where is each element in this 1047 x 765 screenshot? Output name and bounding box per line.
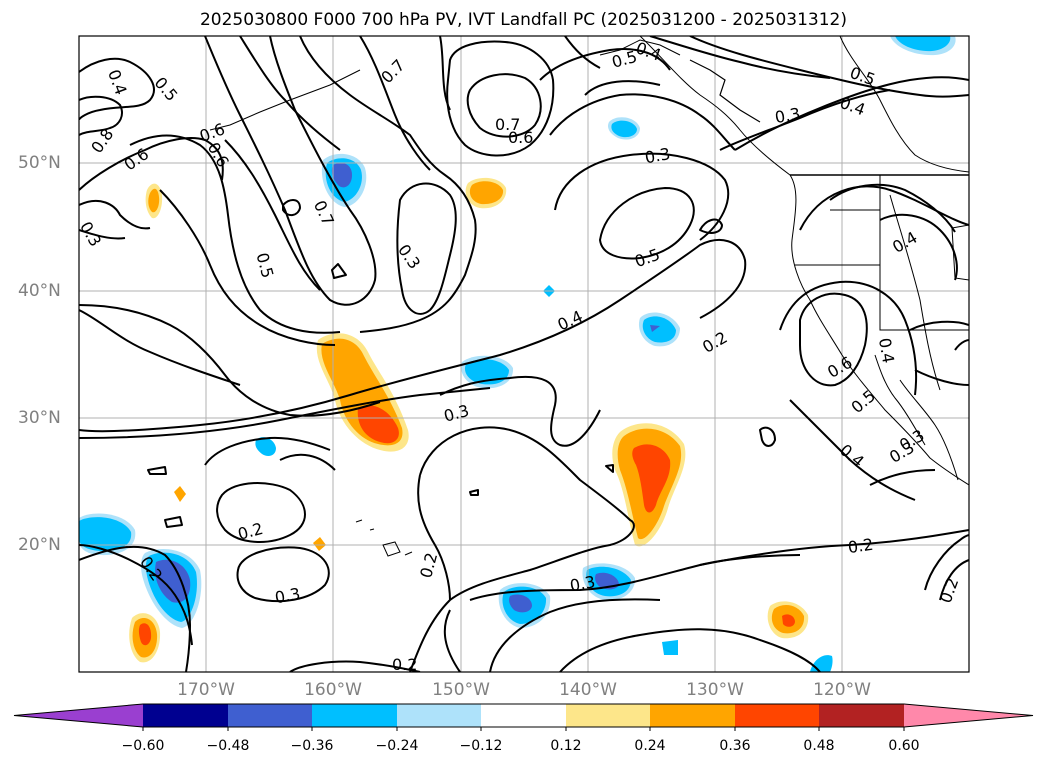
colorbar-segment (143, 704, 228, 727)
negative-anomaly (642, 316, 676, 343)
contour-label: 0.2 (392, 655, 417, 674)
positive-anomaly (357, 405, 399, 444)
contour-label: 0.2 (847, 535, 875, 557)
contour-label: 0.4 (875, 336, 898, 364)
colorbar-tick-label: −0.48 (206, 738, 250, 754)
lat-label: 50°N (18, 153, 61, 173)
pv-contours (79, 36, 969, 672)
contour-label: 0.3 (568, 572, 596, 595)
colorbar-tick-label: 0.48 (803, 738, 835, 754)
colorbar-extend-max (904, 704, 1033, 727)
positive-anomaly (632, 444, 671, 513)
negative-anomaly (662, 640, 678, 655)
positive-anomaly (174, 486, 186, 502)
colorbar-extend-min (14, 704, 143, 727)
lon-label: 120°W (813, 680, 871, 700)
colorbar-tick-label: 0.60 (888, 738, 920, 754)
lat-label: 40°N (18, 281, 61, 301)
positive-anomaly (469, 181, 504, 205)
lon-label: 130°W (686, 680, 744, 700)
negative-anomaly (611, 120, 637, 138)
colorbar-tick-label: −0.60 (121, 738, 165, 754)
lat-label: 30°N (18, 408, 61, 428)
positive-anomaly (148, 188, 160, 213)
colorbar-segment (650, 704, 735, 727)
lon-label: 150°W (432, 680, 490, 700)
anomaly-shading (79, 36, 956, 672)
negative-anomaly (650, 325, 660, 332)
lon-label: 170°W (177, 680, 235, 700)
negative-anomaly (255, 437, 276, 456)
positive-anomaly (782, 614, 795, 627)
colorbar (13, 703, 1034, 731)
colorbar-tick-label: 0.24 (634, 738, 666, 754)
graticule (79, 36, 969, 672)
colorbar-tick-label: 0.12 (550, 738, 582, 754)
contour-label: 0.6 (508, 128, 533, 147)
positive-anomaly (313, 537, 326, 551)
colorbar-segment (819, 704, 904, 727)
colorbar-segment (312, 704, 397, 727)
colorbar-tick-label: 0.36 (719, 738, 751, 754)
colorbar-tick-label: −0.24 (375, 738, 419, 754)
colorbar-tick-label: −0.36 (290, 738, 334, 754)
contour-label: 0.3 (643, 144, 671, 167)
positive-anomaly (138, 623, 152, 646)
colorbar-segment (566, 704, 650, 727)
colorbar-segment (735, 704, 819, 727)
negative-anomaly (895, 36, 951, 52)
negative-anomaly (79, 517, 132, 552)
contour-label: 0.3 (773, 104, 801, 127)
negative-anomaly (331, 162, 352, 188)
colorbar-segment (481, 704, 566, 727)
map-title: 2025030800 F000 700 hPa PV, IVT Landfall… (199, 10, 847, 30)
colorbar-segment (228, 704, 312, 727)
lat-label: 20°N (18, 535, 61, 555)
negative-anomaly (509, 594, 532, 613)
lon-label: 160°W (304, 680, 362, 700)
contour-label: 0.3 (273, 584, 301, 607)
colorbar-tick-label: −0.12 (459, 738, 503, 754)
contour-label: 0.7 (495, 115, 520, 134)
lon-label: 140°W (559, 680, 617, 700)
colorbar-segment (397, 704, 481, 727)
negative-anomaly (155, 559, 191, 603)
plot-frame (78, 35, 970, 673)
